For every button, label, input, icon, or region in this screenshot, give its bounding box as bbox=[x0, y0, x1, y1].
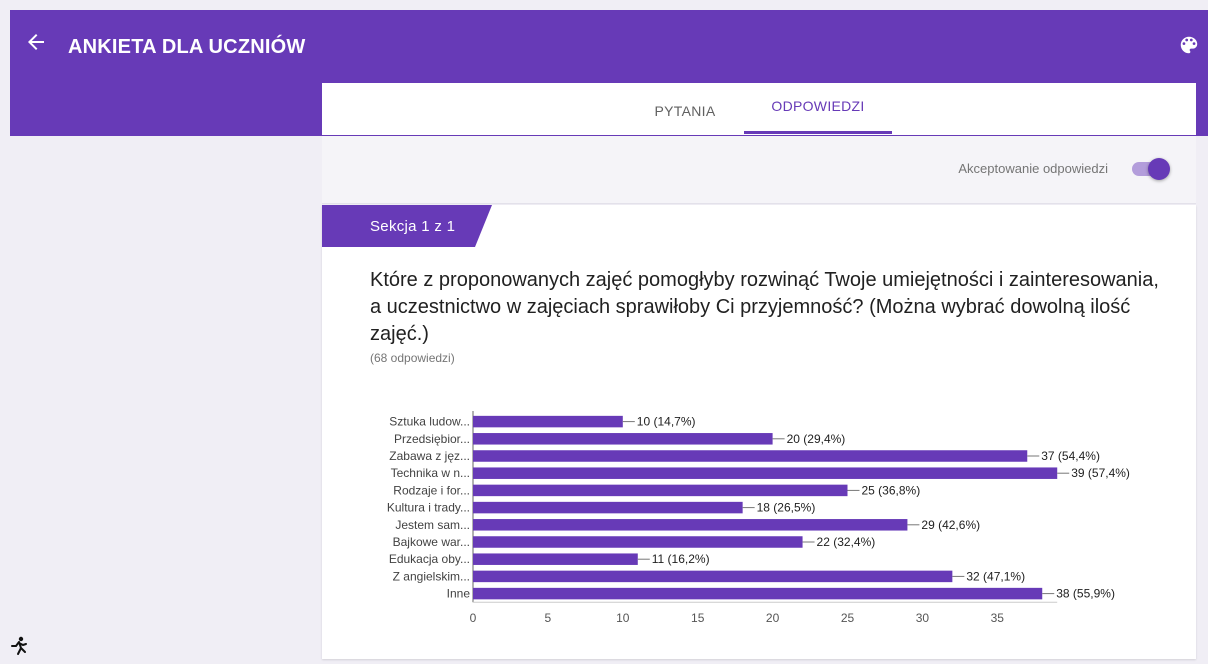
category-label: Przedsiębior... bbox=[394, 432, 470, 446]
category-label: Kultura i trady... bbox=[387, 501, 470, 515]
bar bbox=[473, 519, 908, 531]
bar bbox=[473, 433, 773, 445]
bar bbox=[473, 484, 848, 497]
bar bbox=[473, 450, 1028, 462]
x-tick-label: 10 bbox=[616, 611, 630, 625]
response-count: (68 odpowiedzi) bbox=[370, 351, 455, 365]
bar-value-label: 37 (54,4%) bbox=[1041, 449, 1100, 463]
x-tick-label: 30 bbox=[916, 611, 930, 625]
category-label: Sztuka ludow... bbox=[389, 415, 470, 429]
bar bbox=[473, 553, 638, 565]
bar-value-label: 18 (26,5%) bbox=[757, 501, 816, 515]
form-title: ANKIETA DLA UCZNIÓW bbox=[68, 36, 306, 58]
question-summary-card: Sekcja 1 z 1 Które z proponowanych zajęć… bbox=[322, 205, 1196, 659]
palette-icon[interactable] bbox=[1178, 34, 1200, 56]
bar bbox=[473, 536, 803, 548]
bar bbox=[473, 587, 1043, 600]
x-tick-label: 5 bbox=[545, 611, 552, 625]
x-tick-label: 35 bbox=[991, 611, 1005, 625]
bar-value-label: 32 (47,1%) bbox=[966, 569, 1025, 583]
category-label: Bajkowe war... bbox=[393, 535, 470, 549]
bar-value-label: 29 (42,6%) bbox=[921, 518, 980, 532]
x-tick-label: 15 bbox=[691, 611, 705, 625]
bar-chart: Sztuka ludow... 10 (14,7%) Przedsiębior...… bbox=[387, 411, 1130, 625]
x-tick-label: 20 bbox=[766, 611, 780, 625]
bar-value-label: 38 (55,9%) bbox=[1056, 587, 1115, 601]
category-label: Zabawa z jęz... bbox=[389, 449, 470, 463]
bar-value-label: 10 (14,7%) bbox=[637, 415, 696, 429]
bar-value-label: 39 (57,4%) bbox=[1071, 466, 1130, 480]
section-tag: Sekcja 1 z 1 bbox=[322, 205, 492, 247]
category-label: Inne bbox=[447, 587, 471, 601]
category-label: Z angielskim... bbox=[393, 569, 470, 583]
tab-questions[interactable]: PYTANIA bbox=[654, 103, 716, 119]
active-tab-indicator bbox=[744, 131, 892, 134]
accepting-responses-card: Akceptowanie odpowiedzi bbox=[322, 136, 1196, 204]
section-label: Sekcja 1 z 1 bbox=[370, 218, 456, 235]
accepting-responses-label: Akceptowanie odpowiedzi bbox=[958, 161, 1108, 176]
bar bbox=[473, 501, 743, 514]
question-text: Które z proponowanych zajęć pomogłyby ro… bbox=[370, 269, 1159, 345]
bar bbox=[473, 415, 623, 428]
tabs-bar: PYTANIA ODPOWIEDZI bbox=[322, 83, 1196, 135]
arrow-left-icon[interactable] bbox=[24, 30, 48, 54]
bar-value-label: 11 (16,2%) bbox=[652, 552, 710, 566]
bar bbox=[473, 467, 1058, 479]
bar-value-label: 22 (32,4%) bbox=[817, 535, 876, 549]
accepting-responses-toggle[interactable] bbox=[1132, 158, 1170, 180]
bar bbox=[473, 570, 953, 583]
toggle-knob[interactable] bbox=[1148, 158, 1170, 180]
x-tick-label: 25 bbox=[841, 611, 855, 625]
category-label: Technika w n... bbox=[391, 466, 470, 480]
x-tick-label: 0 bbox=[470, 611, 477, 625]
category-label: Edukacja oby... bbox=[389, 552, 470, 566]
person-running-icon bbox=[11, 636, 27, 655]
bar-value-label: 20 (29,4%) bbox=[787, 432, 846, 446]
tab-responses[interactable]: ODPOWIEDZI bbox=[771, 98, 865, 114]
category-label: Rodzaje i for... bbox=[393, 483, 470, 497]
category-label: Jestem sam... bbox=[395, 518, 470, 532]
bar-value-label: 25 (36,8%) bbox=[862, 483, 921, 497]
